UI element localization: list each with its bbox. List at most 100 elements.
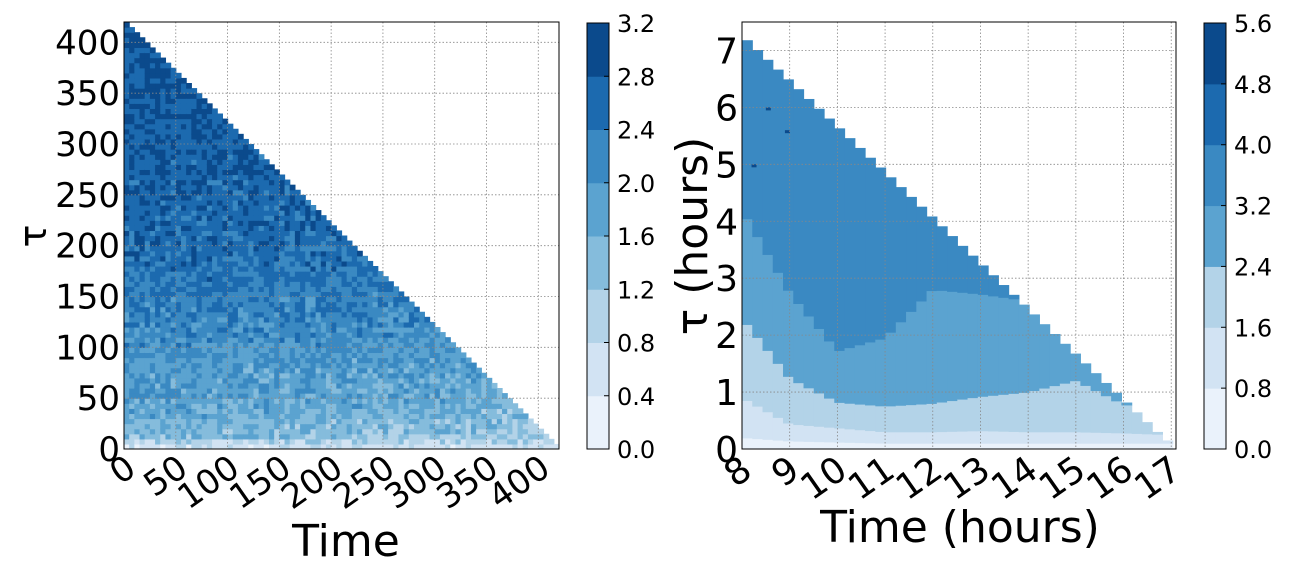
left-heatmap-cell [284,433,291,440]
left-heatmap-cell [237,291,244,298]
left-heatmap-cell [165,388,172,394]
left-heatmap-cell [331,433,337,440]
left-heatmap-cell [315,215,322,221]
left-heatmap-cell [305,245,312,252]
left-heatmap-cell [196,266,203,272]
left-heatmap-cell [294,189,301,196]
left-heatmap-cell [289,438,296,445]
left-heatmap-cell [388,321,394,328]
left-heatmap-cell [165,174,172,181]
left-heatmap-cell [144,199,151,206]
left-heatmap-cell [258,250,265,257]
left-heatmap-cell [258,306,265,313]
left-heatmap-cell [414,362,420,369]
left-heatmap-cell [201,438,208,445]
left-heatmap-cell [196,205,203,211]
left-heatmap-cell [160,408,167,415]
left-heatmap-cell [175,443,182,449]
left-heatmap-cell [279,372,286,379]
left-heatmap-cell [237,362,244,369]
left-heatmap-cell [196,250,203,257]
left-heatmap-cell [149,296,156,303]
left-heatmap-cell [217,169,223,176]
left-heatmap-cell [263,271,270,277]
left-heatmap-cell [439,372,446,379]
right-heatmap-cell [834,402,846,429]
left-heatmap-cell [336,393,343,399]
left-heatmap-cell [191,377,198,384]
left-heatmap-cell [434,377,441,384]
left-heatmap-cell [300,301,306,308]
left-heatmap-cell [232,225,239,232]
left-heatmap-cell [191,332,198,338]
left-heatmap-cell [134,77,141,84]
right-heatmap-cell [895,321,907,406]
left-heatmap-cell [191,357,198,364]
left-heatmap-cell [186,189,192,196]
left-heatmap-cell [377,367,384,374]
left-heatmap-cell [165,403,172,409]
left-heatmap-cell [196,367,203,374]
left-heatmap-cell [222,428,229,435]
left-heatmap-cell [160,372,167,379]
left-heatmap-cell [217,321,223,328]
left-heatmap-cell [212,164,218,171]
left-heatmap-cell [253,184,260,191]
left-heatmap-cell [129,311,135,318]
left-heatmap-cell [351,286,358,293]
left-heatmap-cell [263,250,270,257]
right-heatmap-cell [1131,433,1143,444]
left-heatmap-cell [351,428,358,435]
right-heatmap-cell [906,311,917,406]
left-heatmap-cell [139,108,146,115]
left-heatmap-cell [289,271,296,277]
left-heatmap-cell [160,164,167,171]
left-heatmap-cell [165,118,172,125]
left-heatmap-cell [382,311,389,318]
left-heatmap-cell [217,184,223,191]
left-heatmap-cell [310,250,317,257]
left-heatmap-cell [424,321,431,328]
left-heatmap-cell [144,271,151,277]
left-heatmap-cell [357,408,363,415]
left-heatmap-cell [144,301,151,308]
left-heatmap-cell [206,215,213,221]
left-heatmap-cell [372,367,379,374]
left-heatmap-cell [129,164,135,171]
right-x-tick-label: 17 [1127,449,1188,509]
left-heatmap-cell [212,179,218,186]
left-heatmap-cell [139,428,146,435]
right-x-axis-label: Time (hours) [819,502,1100,553]
left-heatmap-cell [382,337,389,343]
left-heatmap-cell [201,174,208,181]
left-heatmap-cell [331,372,337,379]
left-heatmap-cell [491,438,498,445]
left-heatmap-cell [201,138,208,145]
left-heatmap-cell [237,316,244,323]
left-heatmap-cell [331,347,337,354]
left-heatmap-cell [134,327,141,333]
left-heatmap-cell [201,423,208,430]
left-heatmap-cell [144,342,151,348]
right-heatmap-cell [1070,380,1081,433]
right-heatmap-cell [762,59,774,255]
left-heatmap-cell [274,423,280,430]
left-heatmap-cell [439,413,446,420]
right-heatmap-cell [936,443,948,449]
left-heatmap-cell [294,205,301,211]
left-heatmap-cell [305,388,312,394]
left-heatmap-cell [470,423,477,430]
left-heatmap-cell [160,62,167,69]
colorbar-segment [587,23,609,77]
left-heatmap-cell [144,88,151,94]
left-heatmap-cell [134,362,141,369]
right-heatmap-cell [1152,431,1163,435]
left-heatmap-cell [227,174,234,181]
left-heatmap-cell [212,398,218,404]
left-heatmap-cell [139,133,146,140]
left-heatmap-cell [180,372,187,379]
left-heatmap-cell [258,159,265,165]
left-heatmap-cell [351,316,358,323]
left-heatmap-cell [124,123,130,130]
